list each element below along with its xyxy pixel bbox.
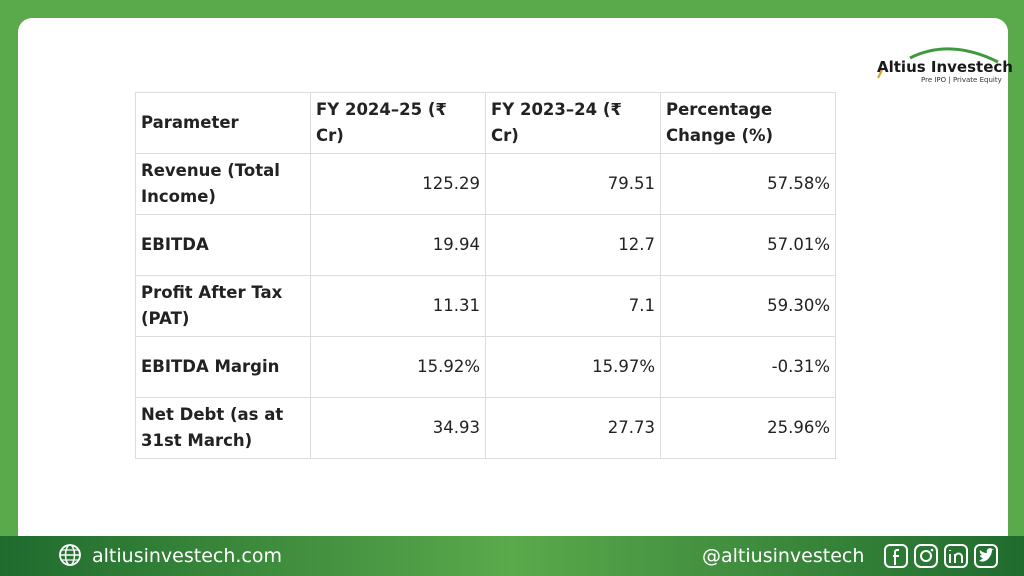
- social-icons[interactable]: [883, 543, 999, 569]
- cell: 7.1: [485, 275, 661, 337]
- cell: 15.97%: [485, 336, 661, 398]
- table-row: EBITDA 19.94 12.7 57.01%: [135, 214, 836, 276]
- cell: 59.30%: [660, 275, 836, 337]
- logo-title: Altius Investech: [877, 58, 1013, 76]
- cell: 79.51: [485, 153, 661, 215]
- row-label: Profit After Tax (PAT): [135, 275, 311, 337]
- cell: 15.92%: [310, 336, 486, 398]
- cell: -0.31%: [660, 336, 836, 398]
- cell: 19.94: [310, 214, 486, 276]
- footer: altiusinvestech.com @altiusinvestech: [0, 536, 1024, 576]
- column-header: FY 2023–24 (₹ Cr): [485, 92, 661, 154]
- cell: 27.73: [485, 397, 661, 459]
- column-header: Parameter: [135, 92, 311, 154]
- website[interactable]: altiusinvestech.com: [92, 545, 282, 567]
- column-header: FY 2024–25 (₹ Cr): [310, 92, 486, 154]
- financial-table: Parameter FY 2024–25 (₹ Cr) FY 2023–24 (₹ …: [135, 92, 836, 459]
- table-row: Revenue (Total Income) 125.29 79.51 57.58%: [135, 153, 836, 215]
- logo-subtitle: Pre IPO | Private Equity: [921, 76, 1002, 84]
- handle[interactable]: @altiusinvestech: [702, 545, 865, 567]
- cell: 57.58%: [660, 153, 836, 215]
- table-row: Net Debt (as at 31st March) 34.93 27.73 25.…: [135, 397, 836, 459]
- row-label: EBITDA Margin: [135, 336, 311, 398]
- row-label: Net Debt (as at 31st March): [135, 397, 311, 459]
- table-row: EBITDA Margin 15.92% 15.97% -0.31%: [135, 336, 836, 398]
- header-row: Parameter FY 2024–25 (₹ Cr) FY 2023–24 (₹ …: [135, 92, 836, 154]
- table-row: Profit After Tax (PAT) 11.31 7.1 59.30%: [135, 275, 836, 337]
- cell: 57.01%: [660, 214, 836, 276]
- row-label: Revenue (Total Income): [135, 153, 311, 215]
- column-header: Percentage Change (%): [660, 92, 836, 154]
- cell: 11.31: [310, 275, 486, 337]
- cell: 34.93: [310, 397, 486, 459]
- cell: 12.7: [485, 214, 661, 276]
- row-label: EBITDA: [135, 214, 311, 276]
- logo-mark: [877, 47, 999, 79]
- globe-icon: [59, 544, 81, 566]
- cell: 125.29: [310, 153, 486, 215]
- cell: 25.96%: [660, 397, 836, 459]
